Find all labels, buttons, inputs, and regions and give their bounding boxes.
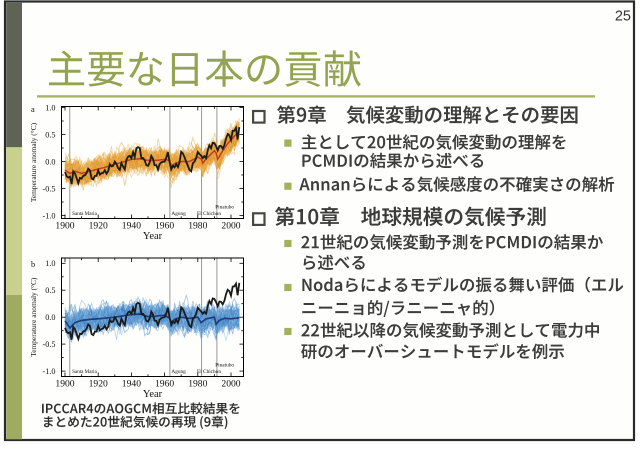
svg-text:-1.0: -1.0	[43, 211, 56, 220]
svg-text:-1.0: -1.0	[43, 367, 56, 376]
svg-text:1940: 1940	[122, 379, 141, 390]
svg-text:1940: 1940	[122, 221, 141, 232]
svg-text:El Chichon: El Chichon	[197, 369, 221, 375]
svg-text:Agung: Agung	[171, 211, 186, 217]
svg-text:0.0: 0.0	[45, 157, 55, 166]
svg-text:b: b	[31, 260, 35, 269]
svg-text:1.0: 1.0	[45, 259, 55, 268]
svg-text:25: 25	[615, 9, 631, 25]
svg-text:1900: 1900	[55, 221, 74, 232]
svg-text:1960: 1960	[155, 379, 174, 390]
svg-text:-0.5: -0.5	[43, 340, 56, 349]
svg-text:Pinatubo: Pinatubo	[215, 205, 234, 211]
svg-text:Agung: Agung	[171, 369, 186, 375]
svg-text:1.0: 1.0	[45, 103, 55, 112]
svg-text:Santa Maria: Santa Maria	[72, 369, 97, 375]
svg-text:0.5: 0.5	[45, 286, 55, 295]
svg-text:2000: 2000	[221, 379, 240, 390]
svg-text:Year: Year	[143, 231, 163, 242]
svg-text:1980: 1980	[188, 221, 207, 232]
svg-text:1900: 1900	[55, 379, 74, 390]
svg-text:Temperature anomaly (°C): Temperature anomaly (°C)	[29, 122, 38, 202]
svg-text:1960: 1960	[155, 221, 174, 232]
svg-text:0.5: 0.5	[45, 130, 55, 139]
svg-text:Temperature anomaly (°C): Temperature anomaly (°C)	[29, 277, 38, 357]
svg-text:1920: 1920	[89, 379, 108, 390]
svg-text:Year: Year	[143, 389, 163, 400]
svg-text:Pinatubo: Pinatubo	[215, 363, 234, 369]
svg-text:1980: 1980	[188, 379, 207, 390]
svg-text:Santa Maria: Santa Maria	[72, 211, 97, 217]
svg-text:0.0: 0.0	[45, 313, 55, 322]
svg-text:-0.5: -0.5	[43, 184, 56, 193]
svg-text:El Chichon: El Chichon	[197, 211, 221, 217]
svg-text:2000: 2000	[221, 221, 240, 232]
svg-text:a: a	[31, 105, 35, 114]
svg-text:1920: 1920	[89, 221, 108, 232]
